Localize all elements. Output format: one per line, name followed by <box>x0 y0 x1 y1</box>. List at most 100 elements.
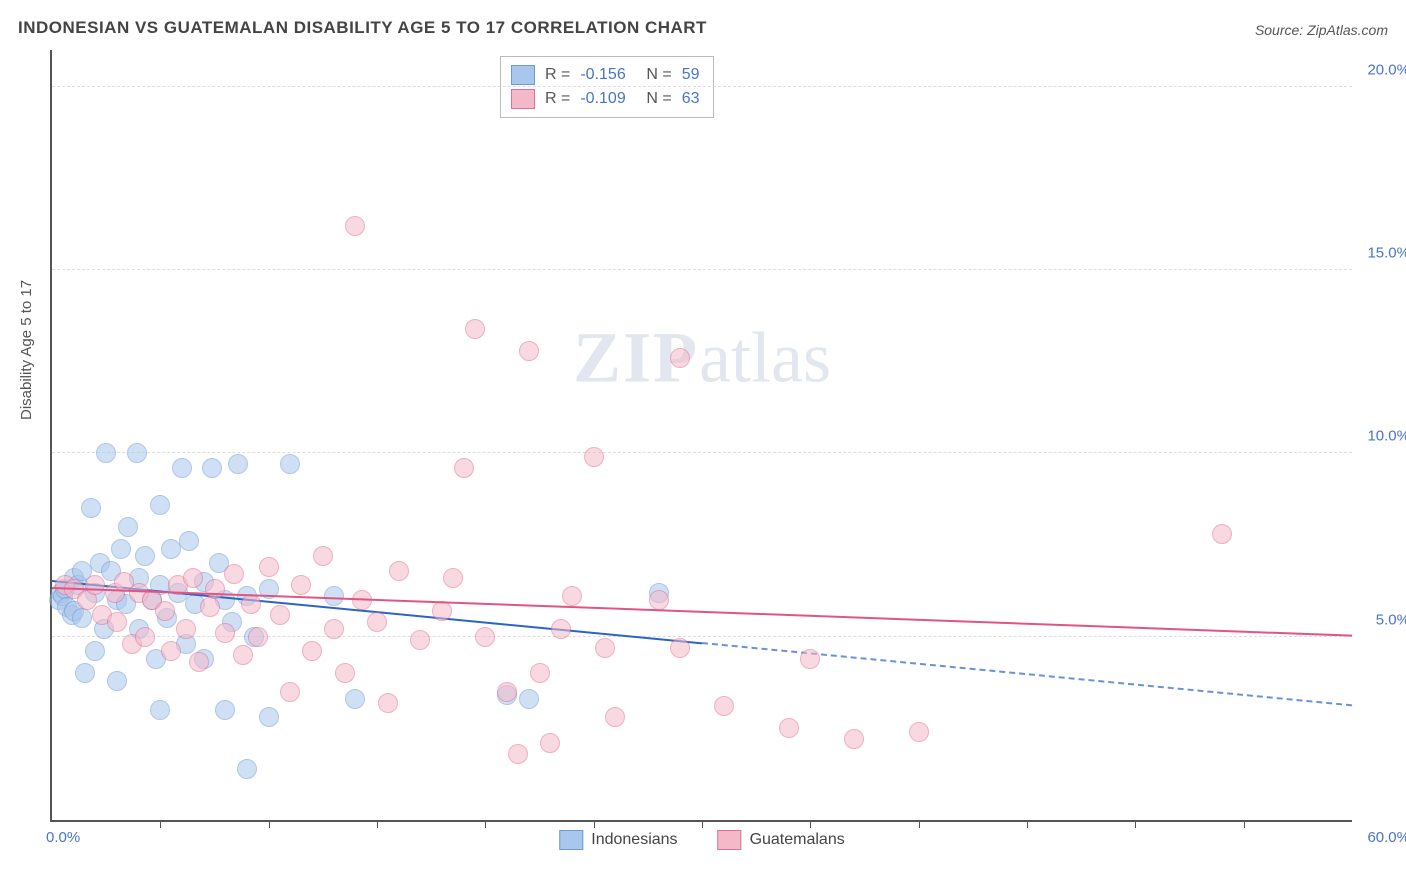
data-point <box>85 575 105 595</box>
data-point <box>909 722 929 742</box>
data-point <box>150 495 170 515</box>
data-point <box>107 612 127 632</box>
data-point <box>465 319 485 339</box>
y-axis-label: Disability Age 5 to 17 <box>18 280 35 420</box>
data-point <box>248 627 268 647</box>
y-tick-label: 15.0% <box>1367 245 1406 262</box>
y-tick-label: 10.0% <box>1367 428 1406 445</box>
data-point <box>497 682 517 702</box>
data-point <box>237 759 257 779</box>
data-point <box>605 707 625 727</box>
x-tick-mark <box>919 820 920 828</box>
data-point <box>670 638 690 658</box>
legend-swatch <box>511 89 535 109</box>
legend-n-label: N = <box>646 90 671 108</box>
data-point <box>335 663 355 683</box>
data-point <box>179 531 199 551</box>
data-point <box>551 619 571 639</box>
legend-r-value: -0.156 <box>580 66 636 84</box>
data-point <box>81 498 101 518</box>
x-tick-label: 0.0% <box>46 829 80 846</box>
data-point <box>714 696 734 716</box>
data-point <box>844 729 864 749</box>
gridline <box>52 269 1352 270</box>
data-point <box>443 568 463 588</box>
x-tick-mark <box>1244 820 1245 828</box>
scatter-plot: ZIPatlas R =-0.156N =59R =-0.109N =63 In… <box>50 50 1352 822</box>
data-point <box>670 348 690 368</box>
trend-line-dashed <box>702 642 1352 706</box>
legend-r-label: R = <box>545 66 570 84</box>
legend-swatch <box>559 830 583 850</box>
data-point <box>595 638 615 658</box>
data-point <box>183 568 203 588</box>
data-point <box>378 693 398 713</box>
data-point <box>72 608 92 628</box>
data-point <box>215 623 235 643</box>
data-point <box>118 517 138 537</box>
data-point <box>259 557 279 577</box>
data-point <box>432 601 452 621</box>
data-point <box>562 586 582 606</box>
data-point <box>313 546 333 566</box>
x-tick-mark <box>1135 820 1136 828</box>
x-tick-mark <box>1027 820 1028 828</box>
data-point <box>205 579 225 599</box>
source-name: ZipAtlas.com <box>1307 22 1388 38</box>
data-point <box>150 700 170 720</box>
data-point <box>176 619 196 639</box>
source-attribution: Source: ZipAtlas.com <box>1255 22 1388 38</box>
data-point <box>649 590 669 610</box>
data-point <box>270 605 290 625</box>
data-point <box>189 652 209 672</box>
legend-r-label: R = <box>545 90 570 108</box>
data-point <box>127 443 147 463</box>
source-prefix: Source: <box>1255 22 1307 38</box>
data-point <box>259 707 279 727</box>
x-tick-mark <box>269 820 270 828</box>
data-point <box>161 641 181 661</box>
x-tick-mark <box>810 820 811 828</box>
data-point <box>345 216 365 236</box>
x-tick-mark <box>702 820 703 828</box>
data-point <box>280 682 300 702</box>
gridline <box>52 86 1352 87</box>
legend-series-name: Guatemalans <box>750 831 845 849</box>
data-point <box>135 546 155 566</box>
y-tick-label: 5.0% <box>1376 611 1406 628</box>
data-point <box>96 443 116 463</box>
series-legend: Indonesians Guatemalans <box>559 830 844 850</box>
legend-item: Guatemalans <box>718 830 845 850</box>
data-point <box>475 627 495 647</box>
data-point <box>107 671 127 691</box>
legend-row: R =-0.156N =59 <box>511 63 699 87</box>
x-tick-mark <box>160 820 161 828</box>
watermark: ZIPatlas <box>573 317 831 400</box>
data-point <box>135 627 155 647</box>
chart-title: INDONESIAN VS GUATEMALAN DISABILITY AGE … <box>18 18 707 38</box>
data-point <box>215 700 235 720</box>
data-point <box>345 689 365 709</box>
data-point <box>233 645 253 665</box>
data-point <box>85 641 105 661</box>
legend-swatch <box>718 830 742 850</box>
data-point <box>202 458 222 478</box>
data-point <box>1212 524 1232 544</box>
data-point <box>224 564 244 584</box>
data-point <box>291 575 311 595</box>
data-point <box>155 601 175 621</box>
y-tick-label: 20.0% <box>1367 61 1406 78</box>
x-tick-label: 60.0% <box>1367 829 1406 846</box>
data-point <box>519 341 539 361</box>
data-point <box>508 744 528 764</box>
correlation-legend: R =-0.156N =59R =-0.109N =63 <box>500 56 714 118</box>
legend-series-name: Indonesians <box>591 831 677 849</box>
data-point <box>324 619 344 639</box>
watermark-atlas: atlas <box>699 318 831 398</box>
x-tick-mark <box>485 820 486 828</box>
data-point <box>540 733 560 753</box>
legend-item: Indonesians <box>559 830 677 850</box>
data-point <box>519 689 539 709</box>
data-point <box>200 597 220 617</box>
data-point <box>302 641 322 661</box>
